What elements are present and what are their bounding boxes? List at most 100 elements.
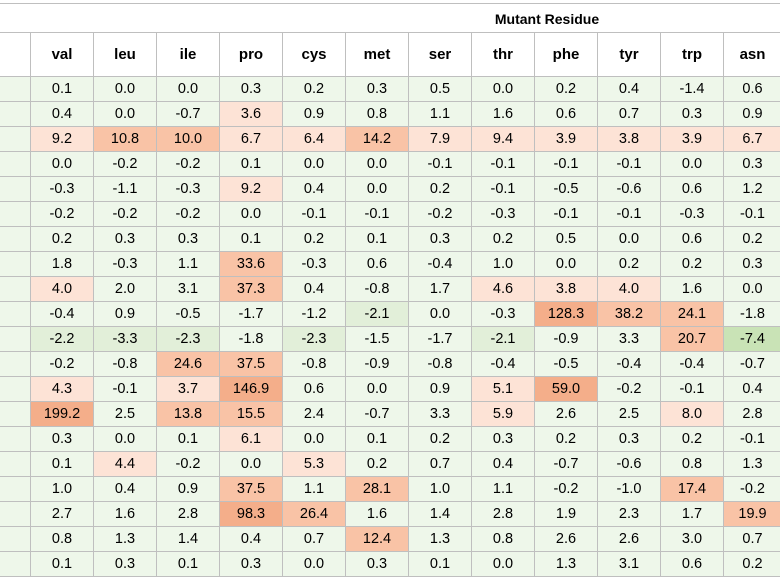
row-label: 9 <box>0 101 31 127</box>
table-cell: 1.0 <box>408 476 472 502</box>
table-cell: 0.1 <box>219 151 283 177</box>
table-row: 51.8-0.31.133.6-0.30.6-0.41.00.00.20.20.… <box>0 251 780 277</box>
table-cell: -0.8 <box>93 351 157 377</box>
table-cell: 19.9 <box>723 501 780 527</box>
table-cell: -0.3 <box>282 251 346 277</box>
table-cell: 1.2 <box>723 176 780 202</box>
table-cell: -1.0 <box>597 476 661 502</box>
table-cell: 5.9 <box>471 401 535 427</box>
table-cell: 1.7 <box>660 501 724 527</box>
table-cell: -0.1 <box>408 151 472 177</box>
table-cell: 0.0 <box>471 551 535 577</box>
table-cell: 0.8 <box>345 101 409 127</box>
table-cell: -0.7 <box>723 351 780 377</box>
table-cell: 6.1 <box>219 426 283 452</box>
table-cell: 0.2 <box>534 426 598 452</box>
table-cell: 0.6 <box>660 176 724 202</box>
table-cell: 0.3 <box>723 251 780 277</box>
table-cell: -1.8 <box>219 326 283 352</box>
table-cell: 2.6 <box>534 526 598 552</box>
table-cell: -0.3 <box>660 201 724 227</box>
table-cell: 128.3 <box>534 301 598 327</box>
row-label: 4 <box>0 301 31 327</box>
table-cell: -0.3 <box>471 201 535 227</box>
table-row: 3-0.2-0.2-0.20.0-0.1-0.1-0.2-0.3-0.1-0.1… <box>0 201 780 227</box>
table-row: 21.00.40.937.51.128.11.01.1-0.2-1.017.4-… <box>0 476 780 502</box>
table-cell: -0.7 <box>156 101 220 127</box>
table-cell: 0.2 <box>408 176 472 202</box>
column-header-val: val <box>30 32 94 77</box>
table-cell: 3.3 <box>408 401 472 427</box>
table-cell: 8.0 <box>660 401 724 427</box>
table-cell: -0.2 <box>93 151 157 177</box>
table-cell: -0.9 <box>534 326 598 352</box>
table-cell: 2.6 <box>534 401 598 427</box>
table-cell: -0.4 <box>597 351 661 377</box>
table-cell: 0.9 <box>723 101 780 127</box>
table-cell: 0.9 <box>408 376 472 402</box>
table-cell: 6.7 <box>723 126 780 152</box>
table-cell: 0.0 <box>156 76 220 102</box>
table-cell: 3.8 <box>597 126 661 152</box>
table-cell: 0.9 <box>93 301 157 327</box>
table-cell: 0.6 <box>723 76 780 102</box>
table-cell: 0.6 <box>660 226 724 252</box>
table-cell: 0.7 <box>723 526 780 552</box>
table-cell: 0.0 <box>93 426 157 452</box>
table-cell: 0.4 <box>93 476 157 502</box>
table-cell: 0.1 <box>345 426 409 452</box>
table-cell: 7.9 <box>408 126 472 152</box>
table-cell: -2.2 <box>30 326 94 352</box>
table-cell: 0.0 <box>408 301 472 327</box>
table-cell: 0.1 <box>30 551 94 577</box>
table-cell: 6.7 <box>219 126 283 152</box>
row-label: 2 <box>0 426 31 452</box>
table-cell: 0.1 <box>156 426 220 452</box>
table-cell: -1.2 <box>282 301 346 327</box>
table-cell: 0.3 <box>93 551 157 577</box>
table-cell: 1.8 <box>30 251 94 277</box>
table-cell: 2.5 <box>597 401 661 427</box>
table-cell: 37.3 <box>219 276 283 302</box>
table-cell: 0.0 <box>597 226 661 252</box>
table-cell: 0.4 <box>597 76 661 102</box>
table-cell: 0.4 <box>219 526 283 552</box>
table-row: 0-2.2-3.3-2.3-1.8-2.3-1.5-1.7-2.1-0.93.3… <box>0 326 780 352</box>
table-cell: -0.4 <box>408 251 472 277</box>
row-label: 4 <box>0 276 31 302</box>
row-label: 2 <box>0 501 31 527</box>
table-cell: -0.8 <box>282 351 346 377</box>
table-cell: 1.0 <box>471 251 535 277</box>
table-cell: -0.2 <box>156 151 220 177</box>
table-cell: 0.2 <box>660 251 724 277</box>
table-cell: 0.3 <box>660 101 724 127</box>
table-cell: -1.7 <box>219 301 283 327</box>
table-cell: 5.3 <box>282 451 346 477</box>
table-cell: 0.4 <box>282 276 346 302</box>
table-cell: -0.1 <box>345 201 409 227</box>
table-cell: 0.7 <box>408 451 472 477</box>
column-header-a: a <box>0 32 31 77</box>
table-cell: 0.3 <box>30 426 94 452</box>
table-cell: -0.3 <box>30 176 94 202</box>
row-label: 1 <box>0 176 31 202</box>
table-cell: 1.1 <box>282 476 346 502</box>
table-cell: 0.3 <box>471 426 535 452</box>
table-cell: 28.1 <box>345 476 409 502</box>
table-cell: -0.1 <box>723 201 780 227</box>
table-cell: 0.3 <box>345 551 409 577</box>
table-cell: -2.3 <box>282 326 346 352</box>
table-cell: 12.4 <box>345 526 409 552</box>
table-row: 49.210.810.06.76.414.27.99.43.93.83.96.7 <box>0 126 780 152</box>
table-cell: -0.9 <box>345 351 409 377</box>
table-cell: 2.6 <box>597 526 661 552</box>
table-cell: 3.1 <box>597 551 661 577</box>
row-label: 3 <box>0 201 31 227</box>
table-row: 4-0.40.9-0.5-1.7-1.2-2.10.0-0.3128.338.2… <box>0 301 780 327</box>
table-cell: 0.3 <box>723 151 780 177</box>
table-cell: -0.2 <box>723 476 780 502</box>
table-cell: 0.9 <box>282 101 346 127</box>
table-cell: 10.8 <box>93 126 157 152</box>
table-cell: -0.2 <box>597 376 661 402</box>
table-cell: -3.3 <box>93 326 157 352</box>
